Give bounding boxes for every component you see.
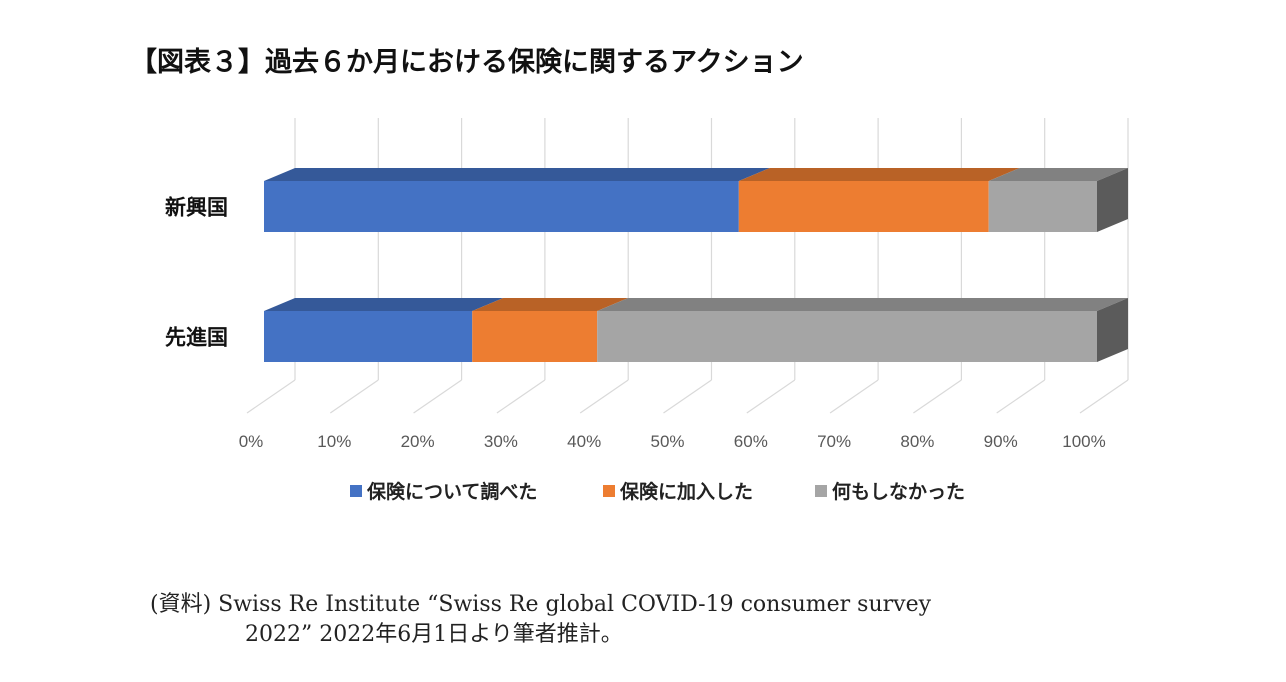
legend-item: 保険に加入した [603, 480, 753, 503]
floor-gridline [1079, 379, 1129, 414]
legend-item: 何もしなかった [815, 480, 965, 503]
floor-gridline [496, 379, 546, 414]
floor-gridline [329, 379, 379, 414]
x-tick-label: 50% [650, 432, 684, 451]
legend: 保険について調べた 保険に加入した 何もしなかった [350, 480, 965, 503]
grid-lines [246, 118, 1129, 414]
x-tick-label: 100% [1062, 432, 1105, 451]
x-tick-label: 20% [401, 432, 435, 451]
bars [264, 168, 1128, 362]
source-note: (資料) Swiss Re Institute “Swiss Re global… [150, 590, 931, 650]
bar-segment [738, 168, 1020, 232]
floor-gridline [829, 379, 879, 414]
floor-gridline [996, 379, 1046, 414]
source-line-1: (資料) Swiss Re Institute “Swiss Re global… [150, 592, 932, 617]
x-tick-label: 10% [317, 432, 351, 451]
x-tick-label: 70% [817, 432, 851, 451]
bar-segment [988, 168, 1128, 232]
category-label: 先進国 [165, 326, 228, 350]
floor-gridline [413, 379, 462, 414]
bar-segment [472, 298, 629, 362]
bar-segment [264, 298, 504, 362]
floor-gridline [663, 379, 712, 414]
floor-gridline [246, 379, 296, 414]
legend-label: 何もしなかった [832, 480, 965, 503]
x-tick-label: 30% [484, 432, 518, 451]
legend-item: 保険について調べた [350, 480, 537, 503]
bar-segment [264, 168, 770, 232]
x-tick-label: 80% [900, 432, 934, 451]
x-tick-label: 0% [239, 432, 264, 451]
legend-swatch [815, 485, 827, 497]
chart-title: 【図表３】過去６か月における保険に関するアクション [130, 47, 804, 78]
legend-label: 保険に加入した [619, 480, 753, 503]
legend-swatch [603, 485, 615, 497]
category-label: 新興国 [165, 196, 228, 220]
floor-gridline [579, 379, 629, 414]
x-tick-label: 60% [734, 432, 768, 451]
x-tick-label: 40% [567, 432, 601, 451]
floor-gridline [746, 379, 796, 414]
bar-segment [597, 298, 1128, 362]
floor-gridline [913, 379, 962, 414]
x-tick-label: 90% [984, 432, 1018, 451]
source-line-2: 2022” 2022年6月1日より筆者推計。 [245, 622, 623, 647]
legend-swatch [350, 485, 362, 497]
legend-label: 保険について調べた [366, 480, 537, 503]
